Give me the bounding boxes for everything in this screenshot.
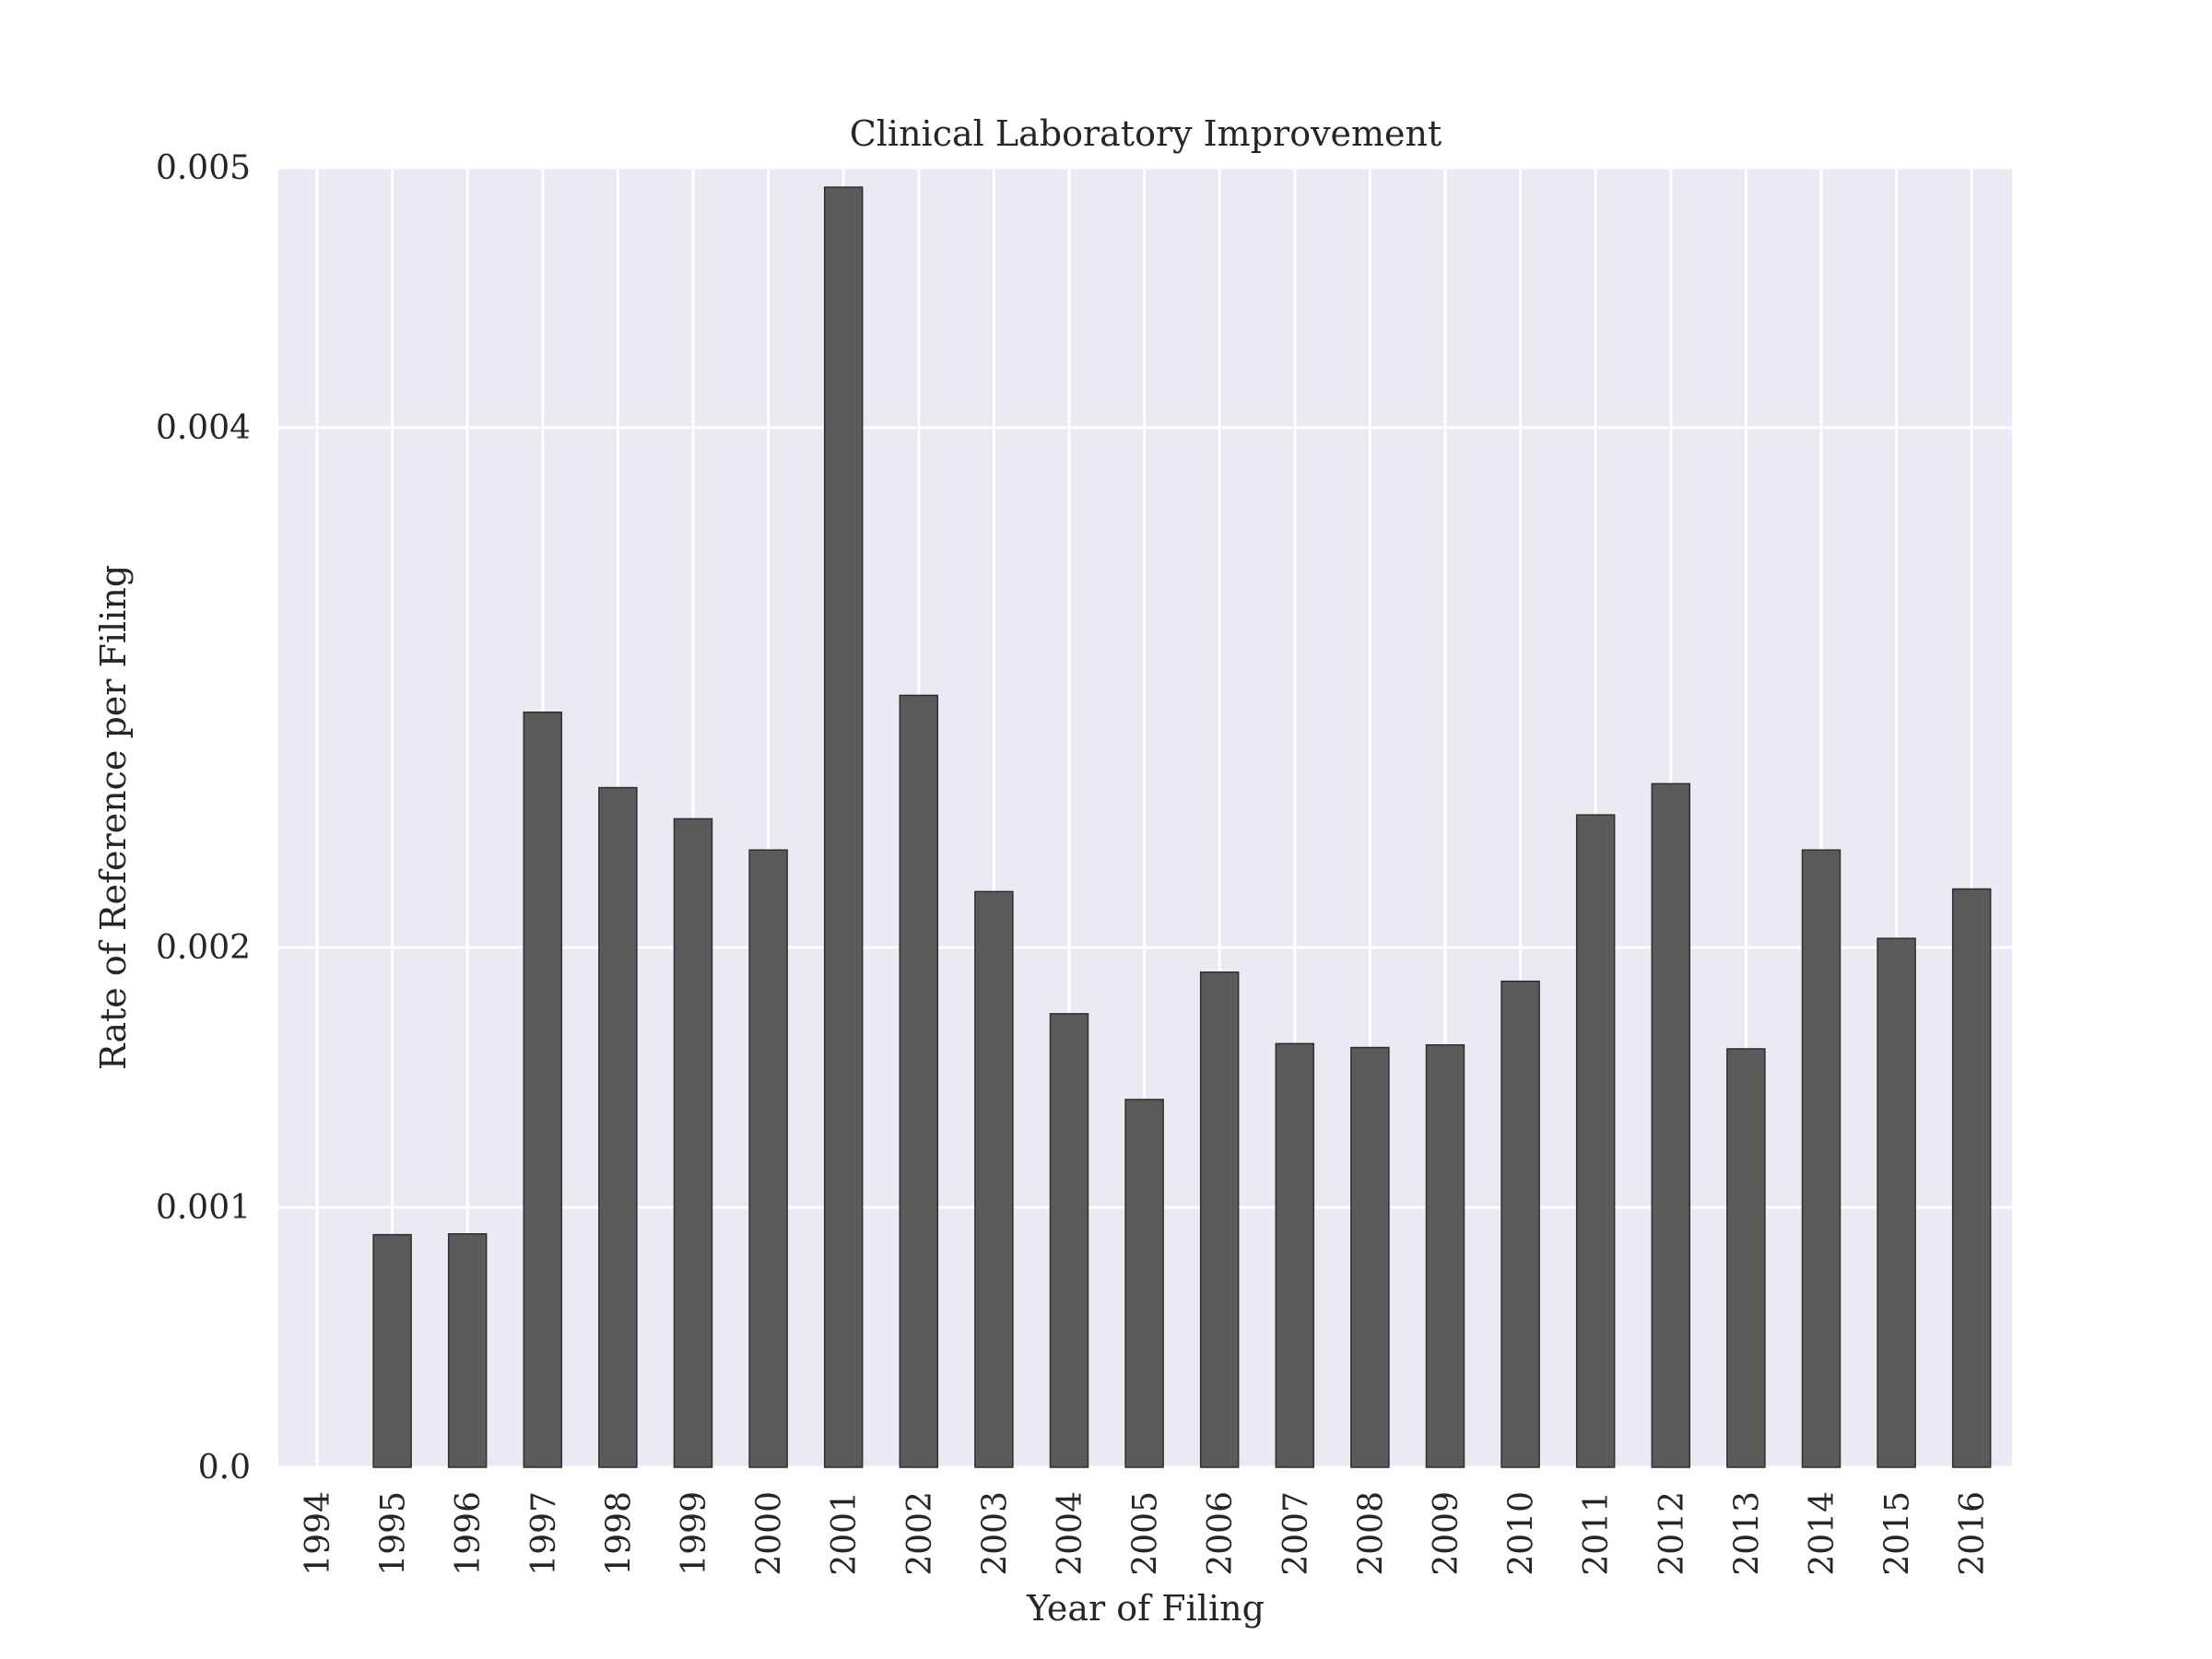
x-tick-label-2015: 2015 (1879, 1491, 1917, 1576)
x-tick-label-2006: 2006 (1202, 1491, 1240, 1576)
bar-2009 (1425, 1044, 1465, 1468)
x-tick-label-1998: 1998 (600, 1491, 638, 1576)
x-tick-label-1996: 1996 (450, 1491, 488, 1576)
y-tick-label-4: 0.005 (156, 149, 251, 187)
x-tick-label-2007: 2007 (1277, 1491, 1315, 1576)
y-tick-label-0: 0.0 (198, 1449, 251, 1487)
bar-2003 (974, 890, 1014, 1468)
bar-1995 (372, 1233, 412, 1468)
y-tick-labels: 0.0 0.001 0.002 0.004 0.005 (156, 149, 251, 1487)
x-tick-label-1997: 1997 (525, 1491, 563, 1576)
x-tick-label-2000: 2000 (751, 1491, 789, 1576)
x-tick-label-2013: 2013 (1728, 1491, 1766, 1576)
bar-2016 (1951, 888, 1992, 1468)
bar-1998 (598, 786, 638, 1468)
x-tick-label-1995: 1995 (375, 1491, 413, 1576)
bar-2008 (1350, 1046, 1390, 1468)
x-tick-label-1999: 1999 (676, 1491, 713, 1576)
x-tick-label-2008: 2008 (1352, 1491, 1390, 1576)
y-tick-label-2: 0.002 (156, 929, 251, 967)
bar-2006 (1199, 971, 1240, 1468)
bar-1997 (523, 712, 563, 1468)
bar-1999 (673, 818, 713, 1468)
bar-2000 (748, 849, 788, 1468)
x-tick-label-2011: 2011 (1578, 1491, 1616, 1576)
x-tick-labels: 1994 1995 1996 1997 1998 1999 2000 2001 2002 2003… (300, 1491, 1992, 1576)
bar-2002 (899, 694, 939, 1468)
bar-2004 (1049, 1013, 1089, 1468)
bars (372, 186, 1992, 1468)
y-tick-label-3: 0.004 (156, 409, 251, 447)
bar-2005 (1124, 1099, 1164, 1468)
bar-2001 (823, 186, 864, 1468)
y-tick-label-1: 0.001 (156, 1189, 251, 1227)
x-tick-label-2009: 2009 (1428, 1491, 1465, 1576)
bar-2014 (1801, 849, 1841, 1468)
bar-2007 (1275, 1042, 1315, 1468)
x-tick-label-2001: 2001 (826, 1491, 864, 1576)
x-tick-label-2014: 2014 (1804, 1491, 1841, 1576)
x-tick-label-2004: 2004 (1052, 1491, 1089, 1576)
bar-2015 (1877, 937, 1916, 1468)
bar-2012 (1651, 782, 1691, 1468)
bar-1996 (447, 1233, 488, 1468)
x-axis-label: Year of Filing (1026, 1588, 1265, 1629)
x-tick-label-2005: 2005 (1127, 1491, 1165, 1576)
bar-2013 (1726, 1048, 1766, 1468)
x-tick-label-2012: 2012 (1653, 1491, 1691, 1576)
x-tick-label-2003: 2003 (976, 1491, 1014, 1576)
chart-title: Clinical Laboratory Improvement (850, 113, 1442, 154)
bar-2010 (1500, 980, 1540, 1468)
x-tick-label-1994: 1994 (300, 1491, 337, 1576)
x-tick-label-2002: 2002 (901, 1491, 939, 1576)
y-axis-label: Rate of Reference per Filing (93, 565, 134, 1070)
x-tick-label-2016: 2016 (1954, 1491, 1992, 1576)
bar-2011 (1575, 814, 1616, 1468)
x-tick-label-2010: 2010 (1503, 1491, 1541, 1576)
